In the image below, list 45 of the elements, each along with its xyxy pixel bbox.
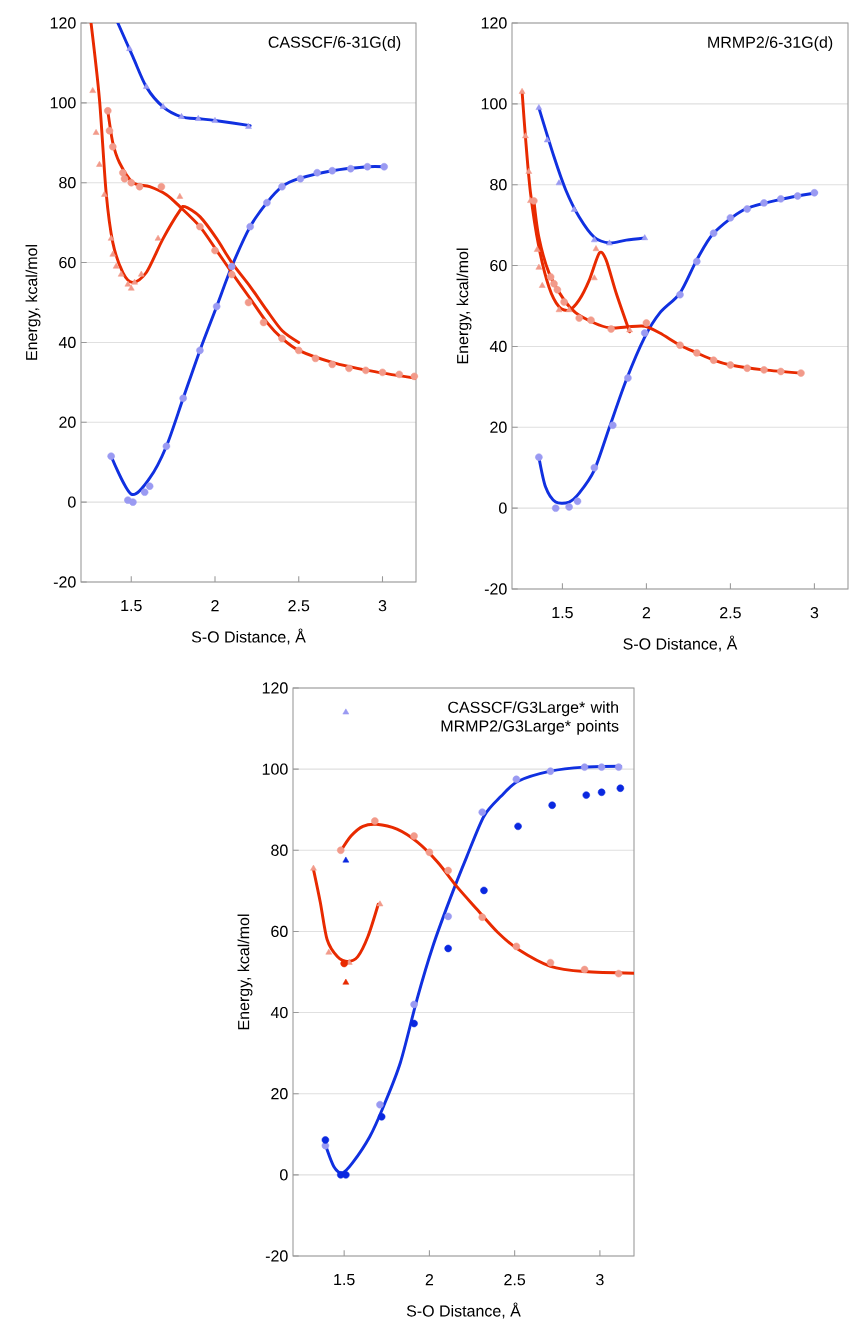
x-tick-label: 3 bbox=[378, 600, 387, 612]
y-tick-label: 40 bbox=[58, 336, 76, 349]
x-tick-label: 3 bbox=[596, 1274, 604, 1286]
y-tick-label: 0 bbox=[499, 502, 507, 514]
y-tick-label: 40 bbox=[489, 340, 507, 353]
y-axis-title: Energy, kcal/mol bbox=[456, 248, 472, 364]
y-tick-label: 20 bbox=[271, 1088, 288, 1100]
x-tick-label: 1.5 bbox=[552, 607, 573, 619]
y-tick-label: 120 bbox=[50, 17, 76, 29]
x-axis-title: S-O Distance, Å bbox=[191, 628, 306, 645]
x-tick-label: 2.5 bbox=[720, 607, 741, 619]
x-tick-label: 2.5 bbox=[504, 1274, 526, 1286]
x-tick-label: 2 bbox=[642, 607, 651, 619]
y-tick-label: 20 bbox=[490, 421, 507, 433]
x-tick-label: 2.5 bbox=[288, 600, 310, 612]
y-tick-label: 100 bbox=[262, 763, 288, 775]
y-tick-label: 40 bbox=[270, 1006, 288, 1019]
y-tick-label: -20 bbox=[53, 576, 76, 588]
y-tick-label: 0 bbox=[280, 1169, 288, 1181]
y-tick-label: 120 bbox=[262, 682, 288, 694]
x-tick-label: 1.5 bbox=[121, 600, 142, 612]
y-tick-label: 120 bbox=[481, 17, 507, 29]
y-axis-title: Energy, kcal/mol bbox=[25, 245, 41, 360]
y-tick-label: 80 bbox=[271, 844, 288, 856]
x-tick-label: 2 bbox=[425, 1274, 434, 1286]
y-tick-label: 100 bbox=[50, 97, 76, 109]
text: MRMP2/6-31G(d) bbox=[708, 36, 833, 52]
x-axis-title: S-O Distance, Å bbox=[623, 635, 738, 652]
y-axis-title: Energy, kcal/mol bbox=[237, 914, 253, 1030]
x-axis-title: S-O Distance, Å bbox=[406, 1302, 521, 1319]
x-tick-label: 2 bbox=[211, 600, 219, 612]
y-tick-label: 100 bbox=[481, 98, 507, 110]
y-tick-label: 80 bbox=[490, 179, 507, 191]
y-tick-label: 60 bbox=[271, 925, 288, 938]
y-tick-label: 20 bbox=[59, 416, 76, 428]
x-tick-label: 3 bbox=[810, 607, 819, 619]
y-tick-label: -20 bbox=[484, 583, 507, 595]
y-tick-label: 60 bbox=[59, 256, 76, 269]
y-tick-label: 0 bbox=[68, 496, 76, 508]
y-tick-label: 60 bbox=[490, 259, 507, 272]
y-tick-label: -20 bbox=[265, 1250, 288, 1262]
x-tick-label: 1.5 bbox=[334, 1274, 355, 1286]
text: CASSCF/G3Large* with MRMP2/G3Large* points bbox=[441, 701, 619, 735]
y-tick-label: 80 bbox=[59, 177, 76, 189]
text: CASSCF/6-31G(d) bbox=[268, 36, 401, 51]
